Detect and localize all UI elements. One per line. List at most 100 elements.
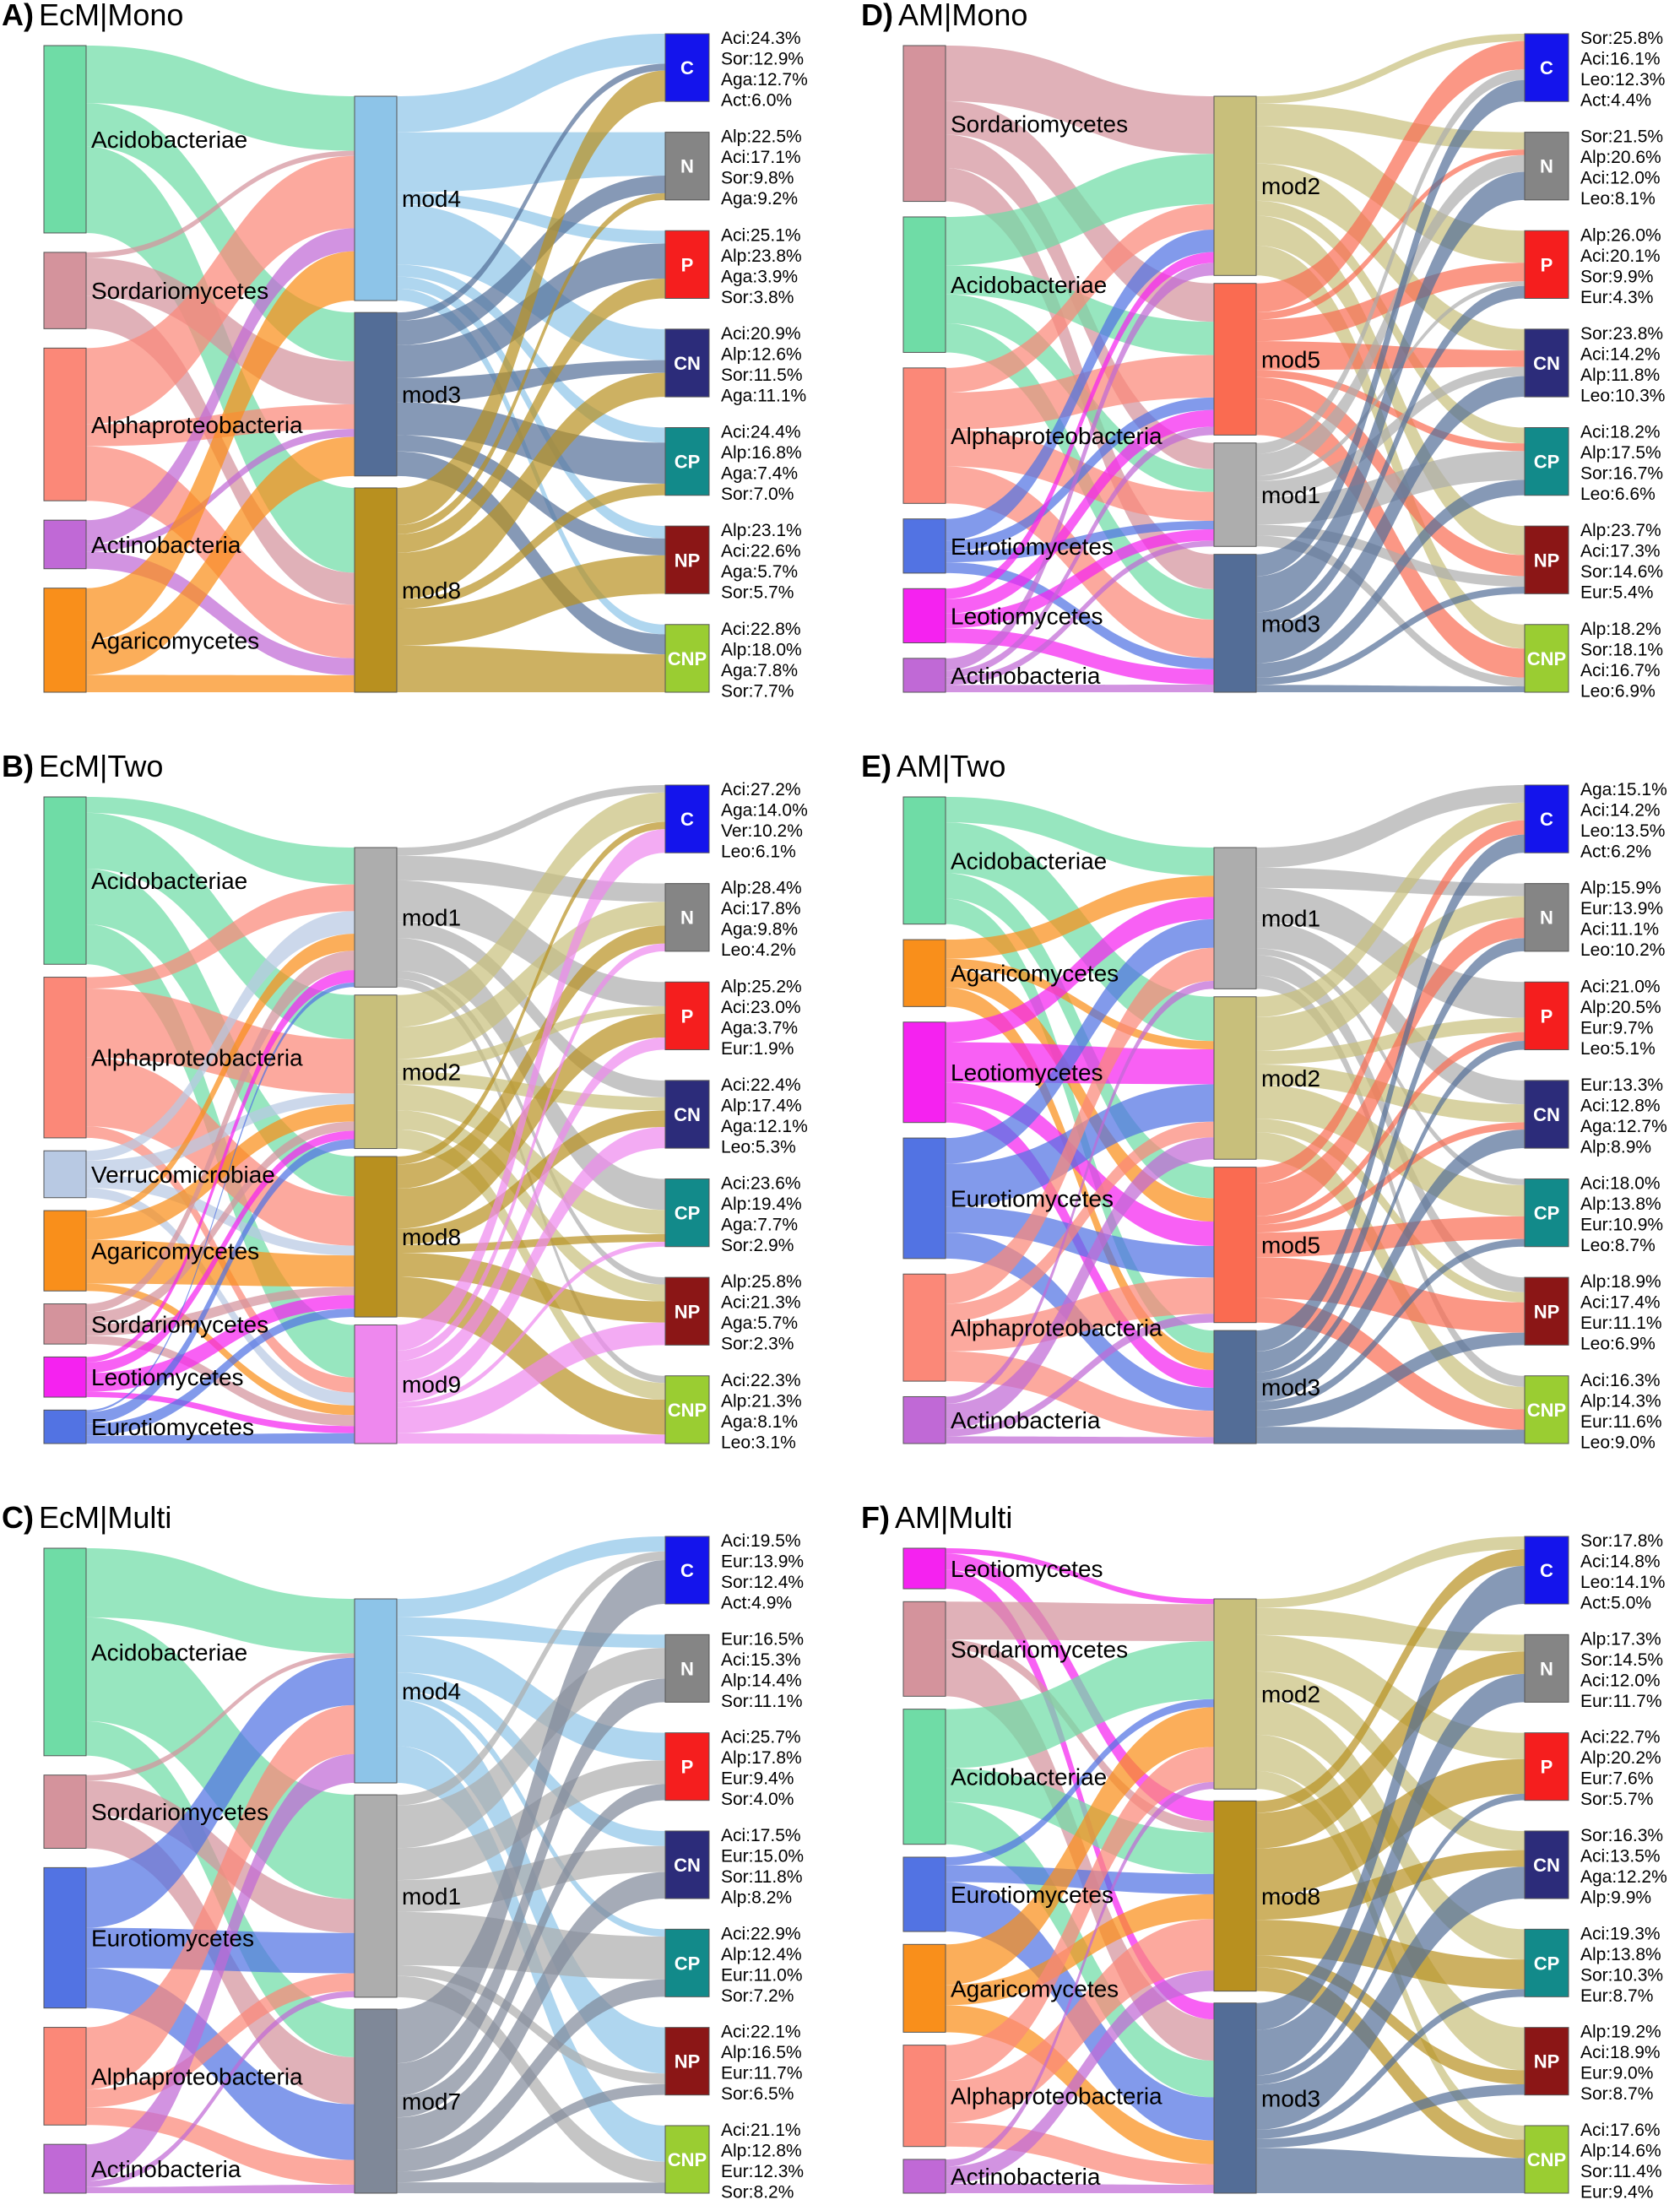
source-node-alphaproteobacteria xyxy=(902,367,946,504)
target-node-cn xyxy=(664,1830,710,1899)
flow-mod5-cn xyxy=(1256,341,1525,371)
flow-mod4-cp xyxy=(397,264,665,443)
module-label: mod1 xyxy=(1261,906,1320,932)
composition-percentage: Aci:22.1% xyxy=(721,2023,801,2042)
flow-acidobacteriae-mod1 xyxy=(946,797,1214,876)
composition-percentage: Aci:16.1% xyxy=(1580,50,1661,69)
source-node-sordariomycetes xyxy=(43,1303,87,1345)
composition-percentage: Alp:16.8% xyxy=(721,443,802,463)
panel-d-am-mono: D) AM|Mono Sordariomycetes Acidobacteriae Al… xyxy=(861,0,1665,701)
composition-percentage: Aga:12.7% xyxy=(1580,1117,1667,1136)
flow-sordariomycetes-mod4 xyxy=(86,1653,355,1781)
composition-percentage: Aci:21.3% xyxy=(721,1293,801,1313)
source-node-alphaproteobacteria xyxy=(43,347,87,501)
composition-percentage: Aci:16.7% xyxy=(1580,661,1661,680)
source-label: Acidobacteriae xyxy=(951,1764,1107,1791)
panel-letter: C) xyxy=(2,1500,34,1535)
flow-mod2-c xyxy=(1256,802,1525,1017)
module-node-mod2 xyxy=(354,994,398,1150)
flow-alphaproteobacteria-mod2 xyxy=(946,1121,1214,1322)
flow-acidobacteriae-mod1 xyxy=(86,797,355,885)
composition-percentage: Eur:7.6% xyxy=(1580,1769,1653,1789)
module-label: mod5 xyxy=(1261,347,1320,373)
target-node-cn xyxy=(1524,1830,1569,1899)
module-node-mod1 xyxy=(354,1794,398,1998)
target-label: N xyxy=(680,907,694,929)
composition-percentage: Aci:21.0% xyxy=(1580,977,1661,996)
source-node-actinobacteria xyxy=(43,519,87,570)
composition-percentage: Aci:22.9% xyxy=(721,1924,801,1943)
target-node-cp xyxy=(1524,427,1569,496)
flow-mod3-cnp xyxy=(1256,1427,1525,1444)
flow-eurotiomycetes-mod2 xyxy=(946,230,1214,541)
source-label: Sordariomycetes xyxy=(951,1636,1128,1662)
flows xyxy=(946,785,1525,1444)
target-node-p xyxy=(1524,981,1569,1050)
target-label: CP xyxy=(1534,1203,1560,1224)
composition-percentage: Eur:9.7% xyxy=(1580,1018,1653,1037)
module-label: mod3 xyxy=(1261,2085,1320,2111)
composition-percentage: Leo:13.5% xyxy=(1580,821,1665,841)
module-label: mod8 xyxy=(1261,1883,1320,1910)
flow-mod3-cnp xyxy=(397,451,665,655)
module-label: mod8 xyxy=(402,577,461,604)
target-label: CP xyxy=(1534,1953,1560,1974)
composition-percentage: Alp:22.5% xyxy=(721,127,802,147)
target-node-p xyxy=(1524,230,1569,299)
flow-mod1-cp xyxy=(397,937,665,1211)
composition-percentage: Eur:13.9% xyxy=(721,1552,804,1572)
target-label: P xyxy=(681,1757,694,1778)
composition-percentage: Sor:17.8% xyxy=(1580,1531,1663,1551)
composition-percentage: Aga:12.1% xyxy=(721,1117,808,1136)
target-label: P xyxy=(1541,1005,1553,1027)
panel-f-am-multi: F) AM|Multi Leotiomycetes Sordariomycetes Ac… xyxy=(861,1500,1667,2202)
composition-percentage: Aga:9.8% xyxy=(721,920,798,940)
flow-mod8-n xyxy=(1256,1651,1525,1849)
flow-mod8-c xyxy=(1256,1549,1525,1813)
composition-percentage: Sor:11.1% xyxy=(721,1692,803,1711)
target-node-np xyxy=(1524,1276,1569,1346)
panel-name: AM|Two xyxy=(897,749,1005,783)
composition-percentage: Aci:17.8% xyxy=(721,899,801,918)
target-label: CN xyxy=(1533,1104,1560,1125)
flow-mod2-c xyxy=(1256,1536,1525,1608)
flow-mod1-c xyxy=(1256,69,1525,454)
composition-percentage: Sor:2.3% xyxy=(721,1335,794,1354)
composition-percentage: Aga:8.1% xyxy=(721,1412,798,1432)
flow-leotiomycetes-mod1 xyxy=(946,897,1214,1043)
composition-percentage: Eur:5.4% xyxy=(1580,583,1653,603)
flow-mod8-p xyxy=(397,1013,665,1229)
flow-actinobacteria-mod5 xyxy=(946,1314,1214,1437)
source-label: Alphaproteobacteria xyxy=(91,412,303,438)
module-node-mod8 xyxy=(354,487,398,693)
panel-title: D) AM|Mono xyxy=(861,0,1027,32)
flow-mod8-cp xyxy=(1256,1920,1525,1990)
flow-mod3-np xyxy=(1256,2083,1525,2148)
flow-mod3-p xyxy=(1256,1793,1525,2085)
source-label: Acidobacteriae xyxy=(91,868,247,894)
flow-leotiomycetes-mod8 xyxy=(86,1295,355,1392)
flow-agaricomycetes-mod2 xyxy=(946,958,1214,1050)
module-node-mod1 xyxy=(1213,442,1257,547)
composition-percentage: Eur:9.0% xyxy=(1580,2064,1653,2083)
flow-verrucomicrobiae-mod9 xyxy=(86,1188,355,1406)
target-label: NP xyxy=(1534,2051,1560,2072)
flow-acidobacteriae-mod4 xyxy=(86,46,355,151)
flow-eurotiomycetes-mod5 xyxy=(946,397,1214,552)
source-label: Eurotiomycetes xyxy=(91,1414,254,1440)
composition-percentage: Aci:22.7% xyxy=(1580,1728,1661,1747)
flow-mod9-cp xyxy=(397,1241,665,1408)
panel-name: EcM|Mono xyxy=(39,0,183,32)
flow-actinobacteria-mod7 xyxy=(86,2184,355,2193)
target-node-cp xyxy=(664,1928,710,1997)
flow-mod3-c xyxy=(1256,1565,1525,2030)
flow-alphaproteobacteria-mod8 xyxy=(86,1057,355,1246)
flow-verrucomicrobiae-mod1 xyxy=(86,911,355,1161)
flow-alphaproteobacteria-mod2 xyxy=(946,203,1214,393)
source-node-acidobacteriae xyxy=(902,1709,946,1845)
module-label: mod7 xyxy=(402,2089,461,2115)
flow-actinobacteria-mod8 xyxy=(946,1970,1214,2184)
target-label: C xyxy=(1540,1560,1553,1581)
flow-mod3-cn xyxy=(1256,1866,1525,2130)
module-label: mod8 xyxy=(402,1224,461,1250)
